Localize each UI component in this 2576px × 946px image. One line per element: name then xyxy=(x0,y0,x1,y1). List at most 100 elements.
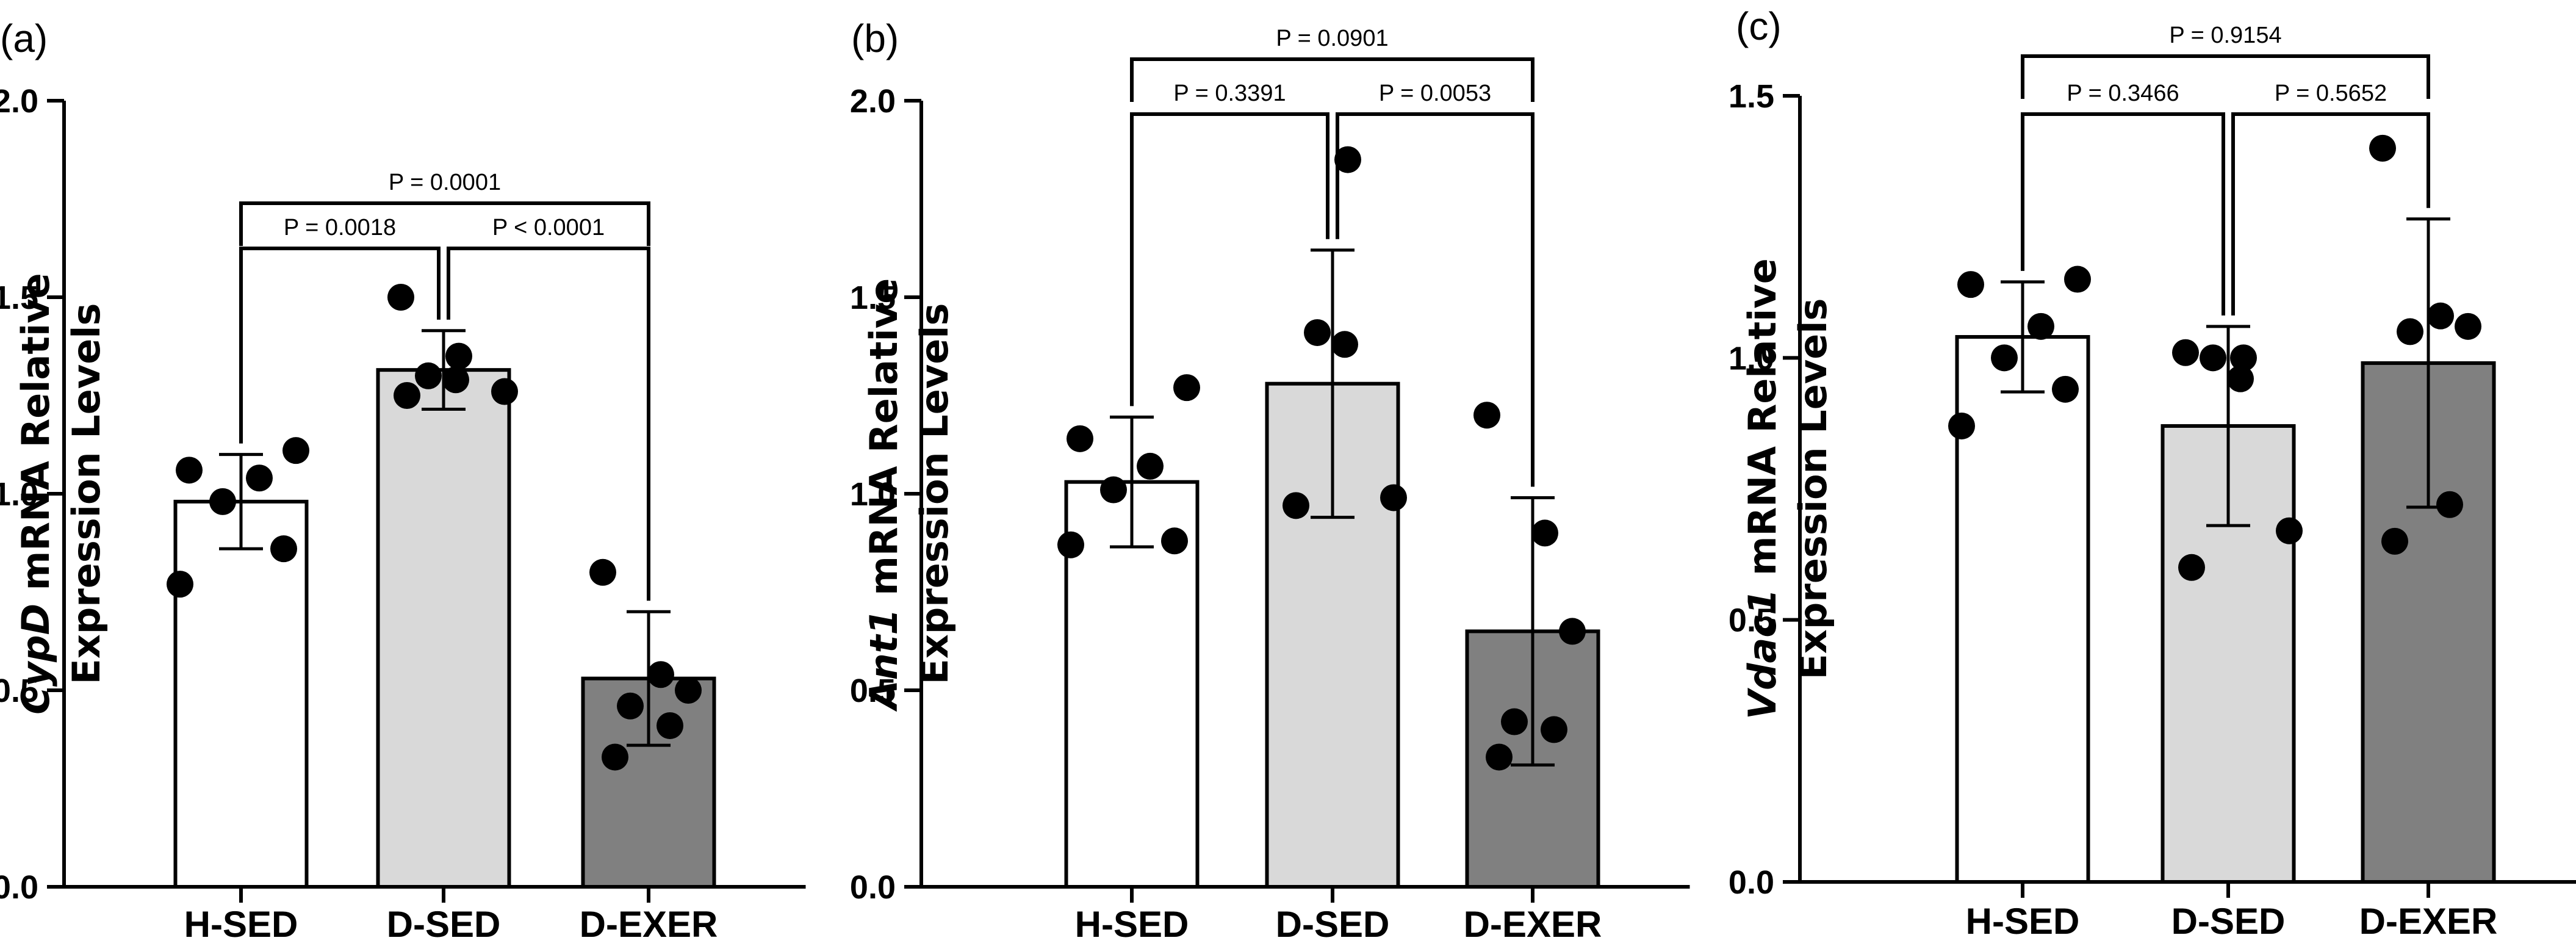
category-label: D-SED xyxy=(1276,904,1390,945)
data-point xyxy=(1173,374,1200,402)
y-tick-label: 0.0 xyxy=(0,869,38,906)
data-point xyxy=(394,382,420,409)
data-point xyxy=(2200,344,2226,372)
category-label: D-EXER xyxy=(1464,904,1602,945)
y-axis-label-rest: mRNA Relative xyxy=(1740,258,1785,589)
category-label: D-EXER xyxy=(580,904,718,945)
panel-1: (a) CypD mRNA Relative Expression Levels 0.… xyxy=(0,16,806,945)
y-tick-label: 0.0 xyxy=(850,869,896,906)
significance-bracket xyxy=(239,201,650,246)
y-tick-label: 2.0 xyxy=(850,83,896,120)
data-point xyxy=(647,661,674,688)
category-label: D-SED xyxy=(387,904,501,945)
data-point xyxy=(657,712,683,739)
data-point xyxy=(2064,265,2091,293)
data-point xyxy=(445,342,472,370)
data-point xyxy=(1957,271,1984,298)
y-tick-label: 0.5 xyxy=(0,673,38,709)
data-point xyxy=(2227,365,2254,392)
data-point xyxy=(2178,554,2205,581)
data-point xyxy=(1531,519,1558,547)
category-label: H-SED xyxy=(1075,904,1189,945)
y-tick-label: 1.0 xyxy=(0,476,38,513)
p-value-label: P = 0.3391 xyxy=(1173,81,1286,106)
significance-bracket xyxy=(239,247,441,444)
data-point xyxy=(1100,476,1127,504)
y-tick-label: 1.0 xyxy=(1729,340,1774,377)
y-tick-label: 1.0 xyxy=(850,476,896,513)
y-axis-label-gene: Vdac1 xyxy=(1740,589,1785,720)
panel-label: (a) xyxy=(0,16,48,60)
bar-d-sed xyxy=(376,368,511,889)
data-point xyxy=(602,743,628,771)
p-value-label: P = 0.0901 xyxy=(1276,26,1388,51)
data-point xyxy=(617,692,644,720)
p-value-label: P = 0.0018 xyxy=(284,215,396,240)
p-value-label: P = 0.5652 xyxy=(2275,81,2387,106)
data-point xyxy=(415,362,442,389)
significance-bracket xyxy=(1130,57,1534,102)
p-value-label: P = 0.0053 xyxy=(1379,81,1491,106)
data-point xyxy=(2436,491,2463,518)
bar-h-sed xyxy=(1955,334,2090,884)
data-point xyxy=(1559,618,1586,645)
y-tick-label: 0.0 xyxy=(1729,864,1774,901)
data-point xyxy=(2369,134,2396,162)
data-point xyxy=(1473,402,1500,429)
data-point xyxy=(1283,492,1309,519)
data-point xyxy=(1380,484,1407,511)
data-point xyxy=(2427,302,2454,330)
significance-bracket xyxy=(447,247,650,601)
y-tick-label: 0.5 xyxy=(850,673,896,709)
data-point xyxy=(2052,375,2079,403)
data-point xyxy=(176,457,203,484)
data-point xyxy=(1304,319,1331,346)
data-point xyxy=(1137,452,1164,480)
y-axis-label-gene: CypD xyxy=(13,604,58,715)
y-tick-label: 1.5 xyxy=(1729,78,1774,115)
data-point xyxy=(1501,708,1528,735)
y-axis-label: CypD mRNA Relative xyxy=(13,273,58,714)
category-label: H-SED xyxy=(1966,901,2080,942)
data-point xyxy=(2381,527,2408,555)
data-point xyxy=(1161,527,1188,555)
panel-label: (b) xyxy=(851,16,899,60)
data-point xyxy=(1334,146,1361,173)
panel-2: (b)Ant1 mRNA Relative Expression Levels0.… xyxy=(850,16,1690,945)
category-label: H-SED xyxy=(184,904,298,945)
data-point xyxy=(491,378,518,405)
panel-3: (c) Vdac1 mRNA Relative Expression Levels 0… xyxy=(1729,4,2576,942)
significance-bracket xyxy=(2021,112,2225,316)
significance-bracket xyxy=(1130,112,1329,406)
y-axis-label-gene: Ant1 xyxy=(862,608,906,712)
y-axis-label: Vdac1 mRNA Relative xyxy=(1740,258,1785,720)
y-axis-label-line2: Expression Levels xyxy=(1791,298,1835,680)
data-point xyxy=(2276,517,2303,544)
y-tick-label: 1.5 xyxy=(850,280,896,316)
p-value-label: P = 0.9154 xyxy=(2169,23,2281,48)
data-point xyxy=(2027,312,2054,340)
data-point xyxy=(1067,425,1093,452)
data-point xyxy=(1541,716,1567,743)
significance-bracket xyxy=(1336,112,1534,487)
category-label: D-EXER xyxy=(2359,901,2498,942)
p-value-label: P < 0.0001 xyxy=(492,215,605,240)
data-point xyxy=(1991,344,2018,372)
y-axis-label-rest: mRNA Relative xyxy=(13,273,58,604)
y-axis-label-line2: Expression Levels xyxy=(64,303,109,685)
data-point xyxy=(1486,743,1513,771)
data-point xyxy=(167,571,193,598)
p-value-label: P = 0.0001 xyxy=(389,170,501,195)
y-tick-label: 1.5 xyxy=(0,280,38,316)
data-point xyxy=(442,366,469,394)
data-point xyxy=(270,535,297,563)
data-point xyxy=(1331,331,1358,358)
panel-label: (c) xyxy=(1736,4,1782,48)
p-value-label: P = 0.3466 xyxy=(2067,81,2179,106)
category-label: D-SED xyxy=(2171,901,2286,942)
y-tick-label: 2.0 xyxy=(0,83,38,120)
y-tick-label: 0.5 xyxy=(1729,602,1774,639)
data-point xyxy=(675,677,702,704)
data-point xyxy=(246,464,273,492)
